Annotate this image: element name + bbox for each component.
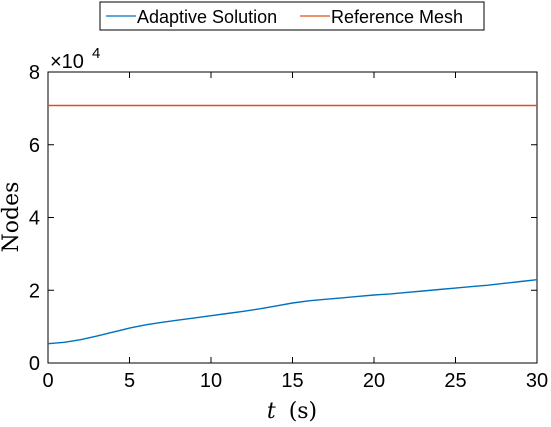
y-tick-label: 4 [29, 208, 40, 230]
y-multiplier-exponent: 4 [92, 45, 100, 62]
x-tick-label: 30 [526, 370, 548, 392]
y-ticks: 0 2 4 6 8 [29, 62, 537, 375]
y-axis-multiplier: ×10 4 [50, 45, 100, 73]
x-axis-label: t (s) [267, 399, 317, 424]
legend-box [99, 1, 485, 31]
x-tick-label: 10 [200, 370, 222, 392]
legend: Adaptive Solution Reference Mesh [99, 1, 485, 31]
y-tick-label: 6 [29, 135, 40, 157]
y-tick-label: 2 [29, 280, 40, 302]
series-lines [47, 104, 538, 345]
x-tick-label: 25 [444, 370, 466, 392]
x-tick-label: 20 [363, 370, 385, 392]
x-axis-label-variable: t [267, 399, 276, 424]
y-tick-label: 8 [29, 62, 40, 84]
legend-label-adaptive: Adaptive Solution [137, 7, 277, 27]
x-axis-label-unit: (s) [289, 399, 317, 424]
x-tick-label: 5 [124, 370, 135, 392]
y-multiplier-base: ×10 [50, 51, 84, 73]
x-ticks: 0 5 10 15 20 25 30 [42, 72, 548, 392]
x-tick-label: 15 [281, 370, 303, 392]
legend-label-reference: Reference Mesh [331, 7, 463, 27]
x-tick-label: 0 [42, 370, 53, 392]
plot-area: 0 5 10 15 20 25 30 0 2 4 6 8 [29, 62, 548, 392]
y-tick-label: 0 [29, 353, 40, 375]
y-axis-label: Nodes [0, 182, 24, 253]
series-line-adaptive-solution [47, 279, 538, 345]
axes-box [47, 71, 538, 364]
